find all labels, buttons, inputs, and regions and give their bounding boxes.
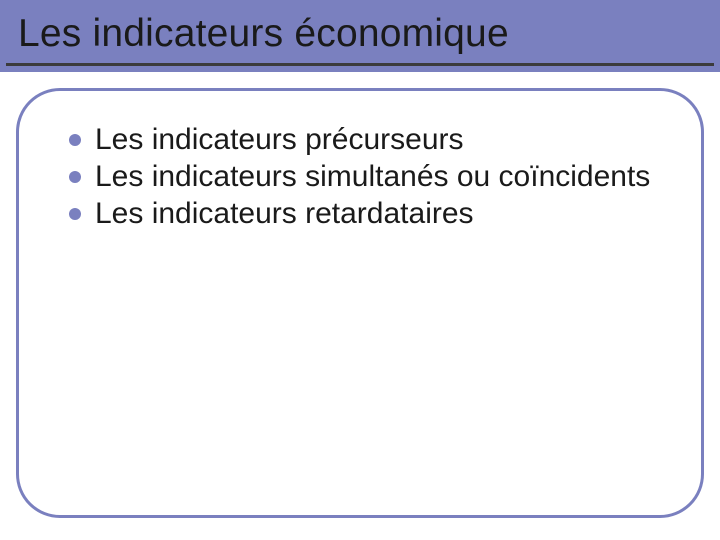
bullet-text: Les indicateurs précurseurs [95, 123, 464, 156]
content-frame: Les indicateurs précurseurs Les indicate… [16, 88, 704, 518]
list-item: Les indicateurs précurseurs [69, 121, 661, 158]
bullet-text: Les indicateurs simultanés ou coïncident… [95, 160, 650, 193]
list-item: Les indicateurs retardataires [69, 195, 661, 232]
bullet-list: Les indicateurs précurseurs Les indicate… [69, 121, 661, 233]
list-item: Les indicateurs simultanés ou coïncident… [69, 158, 661, 195]
title-underline [6, 63, 714, 66]
bullet-icon [69, 208, 81, 220]
bullet-icon [69, 171, 81, 183]
bullet-icon [69, 134, 81, 146]
slide-title: Les indicateurs économique [18, 12, 509, 56]
bullet-text: Les indicateurs retardataires [95, 197, 474, 230]
